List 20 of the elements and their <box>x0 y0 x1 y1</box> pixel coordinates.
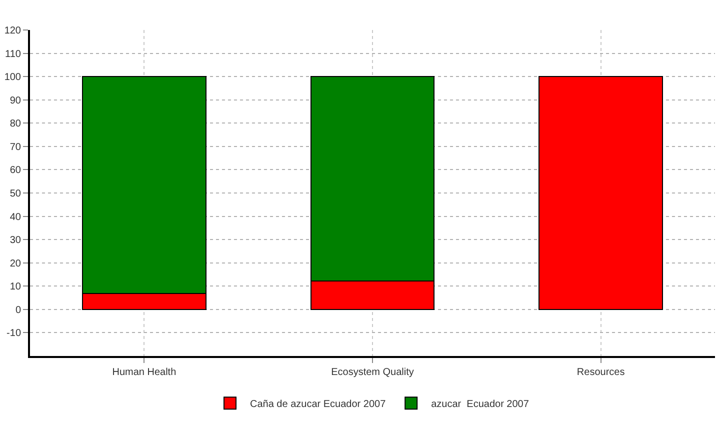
y-tick-label: 10 <box>10 282 22 293</box>
y-tick-label: 110 <box>5 48 22 60</box>
y-tick-label: 90 <box>10 95 22 106</box>
x-tick-label: Resources <box>576 367 625 378</box>
bar <box>538 76 663 310</box>
y-tick-label: 60 <box>10 165 22 176</box>
y-tick-label: 50 <box>10 188 22 200</box>
y-tick-label: 40 <box>10 212 22 223</box>
y-tick-label: 120 <box>4 26 22 36</box>
x-tick-label: Human Health <box>112 367 176 378</box>
y-tick-label: 0 <box>15 304 22 316</box>
x-tick-label: Ecosystem Quality <box>331 367 414 378</box>
y-tick-label: -10 <box>6 328 22 340</box>
legend-label: Caña de azucar Ecuador 2007 <box>250 399 386 410</box>
legend-label: azucar Ecuador 2007 <box>431 399 530 410</box>
y-tick-label: 20 <box>10 258 22 270</box>
y-tick-label: 80 <box>10 118 22 130</box>
y-tick-label: 70 <box>10 142 22 153</box>
y-tick-label: 30 <box>10 235 22 246</box>
y-tick-label: 100 <box>4 72 22 84</box>
